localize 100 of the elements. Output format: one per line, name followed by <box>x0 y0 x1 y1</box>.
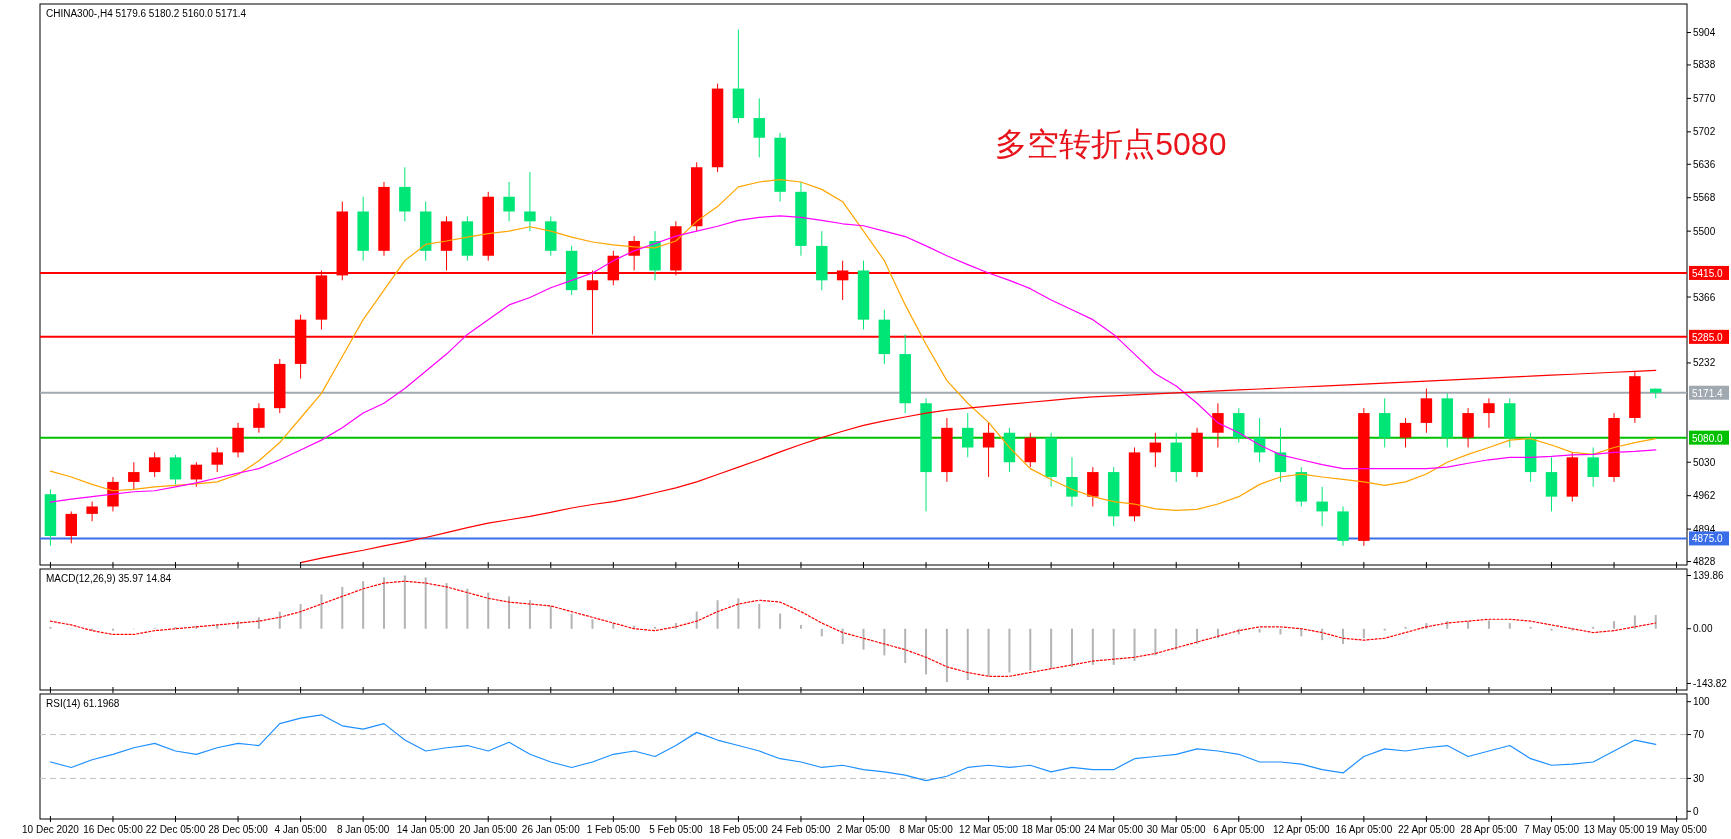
x-tick-label: 24 Feb 05:00 <box>771 824 831 835</box>
x-tick-label: 28 Apr 05:00 <box>1460 824 1518 835</box>
bar <box>904 628 907 663</box>
bar <box>570 613 573 629</box>
x-tick-label: 28 Dec 05:00 <box>208 824 269 835</box>
candlestick <box>1066 456 1078 507</box>
y-tick-label: 100 <box>1693 696 1711 708</box>
bar <box>1070 628 1073 667</box>
y-tick-label: 4828 <box>1693 556 1716 568</box>
candlestick <box>190 461 203 488</box>
ref-line-label: 5415.0 <box>1692 267 1724 279</box>
bar <box>966 628 969 681</box>
x-tick-label: 22 Dec 05:00 <box>145 824 206 835</box>
bar <box>1300 628 1303 637</box>
bar <box>737 598 740 629</box>
y-tick-label: 5500 <box>1693 225 1716 237</box>
x-tick-label: 8 Mar 05:00 <box>899 824 954 835</box>
bar <box>1154 628 1157 656</box>
candlestick <box>753 97 765 158</box>
bar <box>883 628 886 656</box>
y-tick-label: 5232 <box>1693 357 1716 369</box>
line-series <box>49 714 1657 782</box>
bar <box>1196 628 1199 644</box>
y-tick-label: 5904 <box>1693 27 1716 39</box>
ref-line-label: 5171.4 <box>1692 387 1724 399</box>
bar <box>674 623 677 629</box>
y-tick-label: 0 <box>1693 805 1699 817</box>
bar <box>591 619 594 629</box>
y-tick-label: 30 <box>1693 772 1705 784</box>
x-tick-label: 24 Mar 05:00 <box>1084 824 1144 835</box>
bar <box>695 611 698 629</box>
candlestick <box>128 461 140 490</box>
bar <box>1633 615 1636 629</box>
candlestick <box>1399 417 1412 448</box>
bar <box>1133 628 1136 662</box>
bar <box>1362 628 1365 639</box>
bar <box>508 596 511 629</box>
x-tick-label: 12 Mar 05:00 <box>959 824 1019 835</box>
bar <box>1050 628 1053 669</box>
bar <box>841 628 844 644</box>
chart-title: RSI(14) 61.1968 <box>46 698 120 709</box>
y-tick-label: 139.86 <box>1693 570 1725 582</box>
x-tick-label: 19 May 05:00 <box>1646 824 1708 835</box>
y-tick-label: 5702 <box>1693 126 1716 138</box>
bar <box>758 604 761 629</box>
bar <box>1342 628 1345 644</box>
bar <box>945 628 948 683</box>
bar <box>424 577 427 629</box>
bar <box>1029 628 1032 671</box>
ref-line-label: 4875.0 <box>1692 533 1724 545</box>
bar <box>612 623 615 629</box>
y-tick-label: 5770 <box>1693 92 1716 104</box>
bar <box>820 628 823 637</box>
bar <box>320 594 323 629</box>
bar <box>466 588 469 629</box>
y-tick-label: 5636 <box>1693 158 1716 170</box>
chart-title: CHINA300-,H4 5179.6 5180.2 5160.0 5171.4 <box>46 8 247 19</box>
bar <box>403 575 406 629</box>
x-tick-label: 20 Jan 05:00 <box>459 824 518 835</box>
bar <box>1008 628 1011 673</box>
bar <box>925 628 928 675</box>
candlestick <box>148 451 161 478</box>
x-tick-label: 13 May 05:00 <box>1583 824 1645 835</box>
y-tick-label: 4962 <box>1693 490 1716 502</box>
y-tick-label: 5838 <box>1693 59 1716 71</box>
x-tick-label: 26 Jan 05:00 <box>521 824 581 835</box>
candlestick <box>169 454 182 485</box>
candlestick <box>253 402 265 434</box>
bar <box>987 628 990 677</box>
bar <box>278 611 281 629</box>
bar <box>716 600 719 629</box>
annotation: 多空转折点5080 <box>995 126 1227 163</box>
bar <box>257 617 260 629</box>
x-tick-label: 7 May 05:00 <box>1523 824 1580 835</box>
candlestick <box>586 269 599 335</box>
bar <box>1279 628 1282 635</box>
x-tick-label: 14 Jan 05:00 <box>396 824 456 835</box>
candlestick <box>524 171 536 232</box>
bar <box>1508 623 1511 629</box>
bar <box>382 577 385 629</box>
x-tick-label: 12 Apr 05:00 <box>1272 824 1331 835</box>
bar <box>487 592 490 629</box>
y-tick-label: 5366 <box>1693 291 1716 303</box>
bar <box>341 586 344 629</box>
x-tick-label: 4 Jan 05:00 <box>274 824 328 835</box>
candlestick <box>962 412 974 458</box>
x-tick-label: 10 Dec 2020 <box>22 824 80 835</box>
x-tick-label: 2 Mar 05:00 <box>836 824 891 835</box>
x-tick-label: 16 Dec 05:00 <box>83 824 144 835</box>
bar <box>1091 628 1094 665</box>
candlestick <box>211 446 223 473</box>
candlestick <box>1316 486 1328 527</box>
ref-line-label: 5285.0 <box>1692 331 1724 343</box>
x-tick-label: 22 Apr 05:00 <box>1398 824 1456 835</box>
y-tick-label: 70 <box>1693 729 1705 741</box>
x-tick-label: 18 Mar 05:00 <box>1021 824 1082 835</box>
x-tick-label: 16 Apr 05:00 <box>1335 824 1393 835</box>
bar <box>1175 628 1178 650</box>
ref-line-label: 5080.0 <box>1692 432 1724 444</box>
y-tick-label: 5030 <box>1693 456 1716 468</box>
